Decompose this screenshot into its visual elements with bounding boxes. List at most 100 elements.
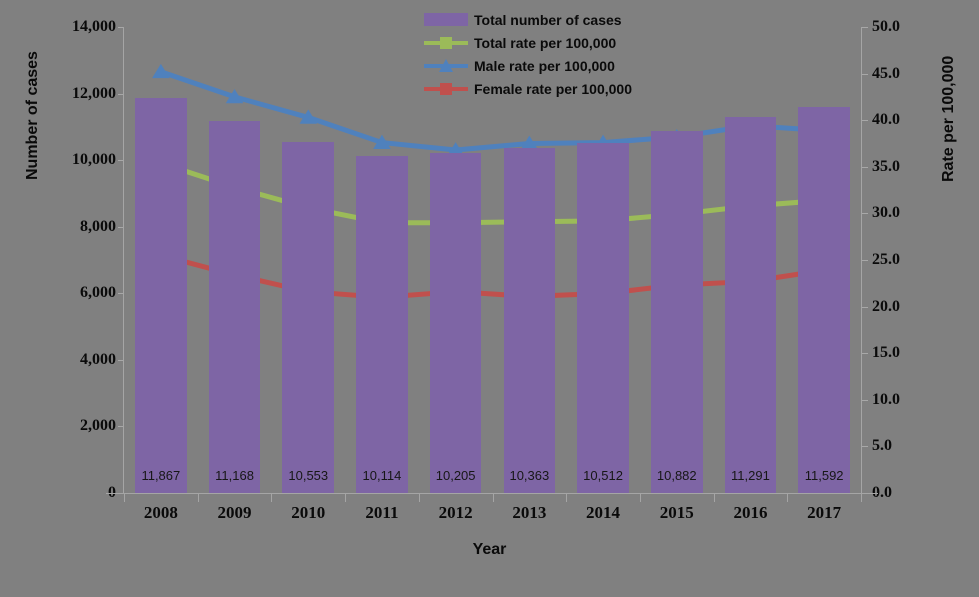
bar-value-label-2008: 11,867 (141, 468, 181, 483)
y-axis-right-tick (861, 120, 868, 122)
legend-label-total-cases: Total number of cases (474, 11, 622, 28)
x-axis-tick (787, 493, 789, 502)
legend-item-total-cases[interactable]: Total number of cases (424, 8, 724, 31)
y-axis-right-tick-label: 50.0 (872, 18, 900, 35)
x-axis-label-2011: 2011 (365, 503, 399, 522)
x-axis-title: Year (472, 541, 507, 558)
marker-2010[interactable]: Male rate per 100,000 2010: 40.3 (299, 109, 318, 124)
y-axis-left-tick (118, 27, 124, 28)
y-axis-right-tick (861, 306, 868, 308)
y-axis-left-tick-label: 4,000 (80, 350, 116, 368)
x-axis-tick (713, 493, 715, 502)
legend-swatch-total-cases (424, 13, 468, 26)
line-path (158, 160, 827, 226)
y-axis-right-tick-label: 15.0 (872, 344, 900, 362)
x-axis-label-2009: 2009 (217, 503, 252, 522)
legend-swatch-female-rate (424, 82, 468, 95)
y-axis-right-tick (861, 213, 868, 215)
y-axis-right-spine (861, 27, 862, 494)
x-axis-baseline (106, 493, 878, 494)
y-axis-right-tick (861, 27, 868, 28)
y-axis-right-tick-label: 30.0 (872, 204, 900, 222)
bar-value-label-2017: 11,592 (804, 468, 844, 483)
bar-value-label-2010: 10,553 (288, 468, 329, 483)
x-axis-tick (566, 493, 568, 502)
marker-2009[interactable]: Male rate per 100,000 2009: 42.5 (225, 88, 244, 104)
legend-item-female-rate[interactable]: Female rate per 100,000 (424, 77, 724, 100)
legend-swatch-total-rate (424, 36, 468, 49)
bar-value-label-2009: 11,168 (215, 468, 254, 483)
y-axis-left-tick-label: 10,000 (72, 151, 116, 169)
bar-2013[interactable] (503, 148, 556, 493)
x-axis-tick (639, 493, 641, 502)
y-axis-right-tick-label: 25.0 (872, 251, 900, 268)
x-axis-label-2017: 2017 (807, 503, 842, 522)
y-axis-left-tick-label: 12,000 (72, 84, 116, 102)
chart-legend: Total number of cases Total rate per 100… (424, 8, 724, 100)
y-axis-right-tick-label: 20.0 (872, 297, 900, 315)
marker-2011[interactable]: Male rate per 100,000 2011: 37.6 (373, 134, 391, 149)
legend-label-total-rate: Total rate per 100,000 (474, 34, 617, 51)
y-axis-left-tick (118, 226, 124, 228)
line-path (158, 252, 827, 300)
y-axis-right-tick (861, 399, 868, 401)
x-axis-label-2015: 2015 (659, 503, 694, 522)
y-axis-right-tick-label: 5.0 (872, 437, 892, 455)
y-axis-left-tick-label: 2,000 (80, 417, 116, 435)
x-axis-label-2013: 2013 (512, 503, 547, 522)
y-axis-right-tick-label: 35.0 (872, 157, 900, 175)
x-axis-tick (345, 493, 347, 502)
bar-value-label-2012: 10,205 (435, 468, 476, 483)
x-axis-tick (197, 493, 199, 502)
x-axis-label-2008: 2008 (143, 503, 178, 522)
legend-item-total-rate[interactable]: Total rate per 100,000 (424, 31, 724, 54)
bar-2015[interactable] (650, 130, 703, 493)
y-axis-right: 0.0 5.0 10.0 15.0 20.0 25.0 30.0 35.0 40.0 45.0 50… (872, 18, 979, 501)
bar-2017[interactable] (798, 107, 850, 493)
bar-2014[interactable] (577, 143, 629, 493)
y-axis-left-spine (123, 27, 124, 494)
marker-2012[interactable]: Male rate per 100,000 2012: 36.8 (446, 142, 465, 157)
legend-item-male-rate[interactable]: Male rate per 100,000 (424, 54, 724, 77)
y-axis-right-tick-label: 10.0 (872, 390, 900, 408)
bar-value-label-2016: 11,291 (731, 468, 770, 483)
x-axis-tick (271, 493, 273, 502)
y-axis-right-tick (861, 73, 868, 75)
bar-2012[interactable] (429, 153, 482, 493)
bar-2009[interactable] (208, 121, 261, 493)
y-axis-right-tick (861, 353, 868, 355)
y-axis-left-tick (118, 93, 124, 95)
bar-2008[interactable] (135, 98, 187, 493)
legend-label-male-rate: Male rate per 100,000 (474, 57, 615, 74)
bar-value-label-2011: 10,114 (362, 468, 402, 483)
legend-swatch-male-rate (424, 59, 468, 72)
marker-2008[interactable]: Male rate per 100,000 2008: 45.2 (152, 63, 170, 79)
y-axis-right-tick-label: 45.0 (872, 64, 900, 82)
bar-value-label-2015: 10,882 (656, 468, 697, 483)
bar-2010[interactable] (282, 141, 335, 493)
bar-2011[interactable] (356, 156, 408, 493)
bar-value-label-2014: 10,512 (583, 468, 623, 483)
y-axis-left-tick-label: 14,000 (72, 18, 116, 35)
plot-area: Total rate per 100,000 2008: 35.4Total r… (124, 27, 861, 493)
bar-2016[interactable] (724, 117, 777, 493)
y-axis-left-tick-label: 6,000 (80, 284, 116, 302)
y-axis-right-tick (861, 260, 868, 261)
x-axis-labels: 2008 2009 2010 2011 2012 2013 2014 2015 2016 2017 (124, 503, 861, 533)
x-axis-label-2014: 2014 (586, 503, 621, 522)
line-path (158, 69, 827, 153)
x-axis-tick (492, 493, 494, 502)
y-axis-left-tick-label: 0 (108, 484, 116, 502)
marker-2013[interactable]: Male rate per 100,000 2013: 37.5 (520, 135, 539, 150)
y-axis-right-tick-label: 0.0 (872, 484, 892, 501)
x-axis-label-2012: 2012 (438, 503, 473, 522)
bar-value-label-2013: 10,363 (509, 468, 550, 483)
x-axis-label-2016: 2016 (733, 503, 768, 522)
y-axis-right-tick (861, 166, 868, 168)
y-axis-right-tick-label: 40.0 (872, 111, 900, 129)
y-axis-left-tick (118, 426, 124, 428)
x-axis-label-2010: 2010 (291, 503, 326, 522)
y-axis-left: 0 2,000 4,000 6,000 8,000 10,000 12,000 14,000 (0, 18, 116, 501)
y-axis-left-tick (118, 359, 124, 361)
